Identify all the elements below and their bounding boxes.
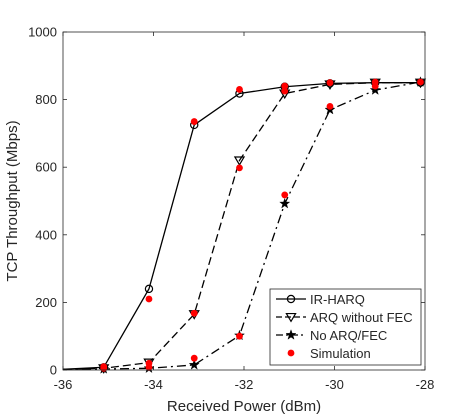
legend-marker-1 — [285, 312, 297, 323]
y-tick-label: 0 — [50, 363, 57, 378]
y-tick-label: 800 — [35, 92, 57, 107]
x-tick-label: -28 — [416, 377, 435, 392]
simulation-point — [190, 309, 198, 317]
simulation-point — [145, 363, 153, 371]
simulation-point — [371, 82, 379, 90]
x-tick-label: -36 — [54, 377, 73, 392]
x-axis-label: Received Power (dBm) — [167, 398, 321, 415]
y-tick-label: 600 — [35, 160, 57, 175]
legend-box — [269, 288, 422, 366]
y-tick-label: 400 — [35, 227, 57, 242]
data-point-series-2 — [188, 359, 200, 370]
simulation-point — [281, 191, 289, 199]
x-tick-label: -34 — [144, 377, 163, 392]
data-point-series-2 — [279, 197, 291, 209]
x-tick-label: -30 — [325, 377, 344, 392]
legend-label-1: ARQ without FEC — [310, 310, 413, 325]
simulation-point — [326, 102, 334, 110]
x-tick-label: -32 — [235, 377, 254, 392]
simulation-point — [281, 87, 289, 95]
series-line-1 — [62, 82, 421, 370]
simulation-point — [417, 78, 424, 86]
simulation-point — [236, 86, 243, 93]
legend: IR-HARQ ARQ without FEC No ARQ/FEC Simulati… — [269, 288, 422, 366]
simulation-point — [236, 332, 243, 340]
legend-marker-3 — [287, 349, 295, 357]
axis-layer: -36 -34 -32 -30 -28 0 200 400 600 800 1000 — [28, 25, 434, 393]
y-axis-label: TCP Throughput (Mbps) — [4, 120, 21, 281]
simulation-point — [236, 164, 243, 172]
data-point-series-2 — [369, 84, 381, 95]
simulation-point — [190, 118, 198, 125]
legend-label-3: Simulation — [310, 346, 371, 361]
legend-label-2: No ARQ/FEC — [310, 328, 387, 343]
simulation-point — [190, 354, 198, 362]
y-tick-label: 200 — [35, 295, 57, 310]
legend-marker-2 — [285, 329, 297, 340]
legend-marker-0 — [286, 294, 296, 304]
legend-entries: IR-HARQ ARQ without FEC No ARQ/FEC Simulati… — [276, 292, 413, 361]
data-point-series-0 — [144, 284, 154, 294]
simulation-point — [145, 295, 153, 303]
simulation-point — [326, 79, 334, 87]
data-point-series-1 — [233, 156, 246, 166]
y-tick-label: 1000 — [28, 25, 57, 40]
simulation-point — [281, 82, 289, 90]
legend-label-0: IR-HARQ — [310, 292, 365, 307]
simulation-point — [100, 364, 108, 372]
